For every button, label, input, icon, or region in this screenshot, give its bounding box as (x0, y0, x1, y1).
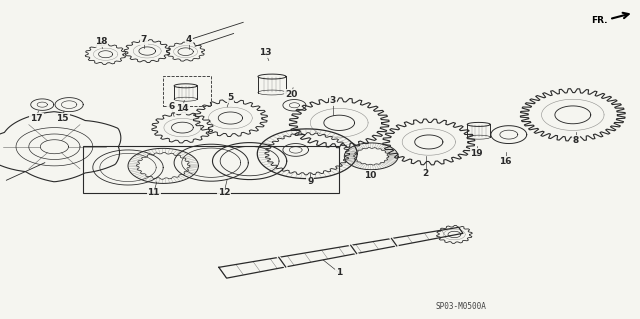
Text: 7: 7 (141, 35, 147, 44)
Bar (163, 76, 211, 106)
Text: 5: 5 (227, 93, 234, 102)
Text: 8: 8 (573, 136, 579, 145)
Text: 2: 2 (422, 169, 429, 178)
Text: 1: 1 (336, 268, 342, 277)
Text: FR.: FR. (591, 16, 608, 25)
Text: 17: 17 (30, 114, 43, 122)
Text: 19: 19 (470, 149, 483, 158)
Text: 20: 20 (285, 90, 298, 99)
Bar (83, 146, 339, 193)
Text: 13: 13 (259, 48, 272, 57)
Text: 18: 18 (95, 37, 108, 46)
Text: 12: 12 (218, 189, 230, 197)
Text: 15: 15 (56, 114, 69, 122)
Text: 3: 3 (330, 96, 336, 105)
Text: 16: 16 (499, 157, 512, 166)
Text: 6: 6 (168, 102, 175, 111)
Text: 14: 14 (176, 104, 189, 113)
Text: 10: 10 (364, 171, 376, 180)
Text: SP03-M0500A: SP03-M0500A (435, 302, 486, 311)
Text: 4: 4 (186, 35, 192, 44)
Text: 9: 9 (307, 177, 314, 186)
Text: 11: 11 (147, 189, 160, 197)
